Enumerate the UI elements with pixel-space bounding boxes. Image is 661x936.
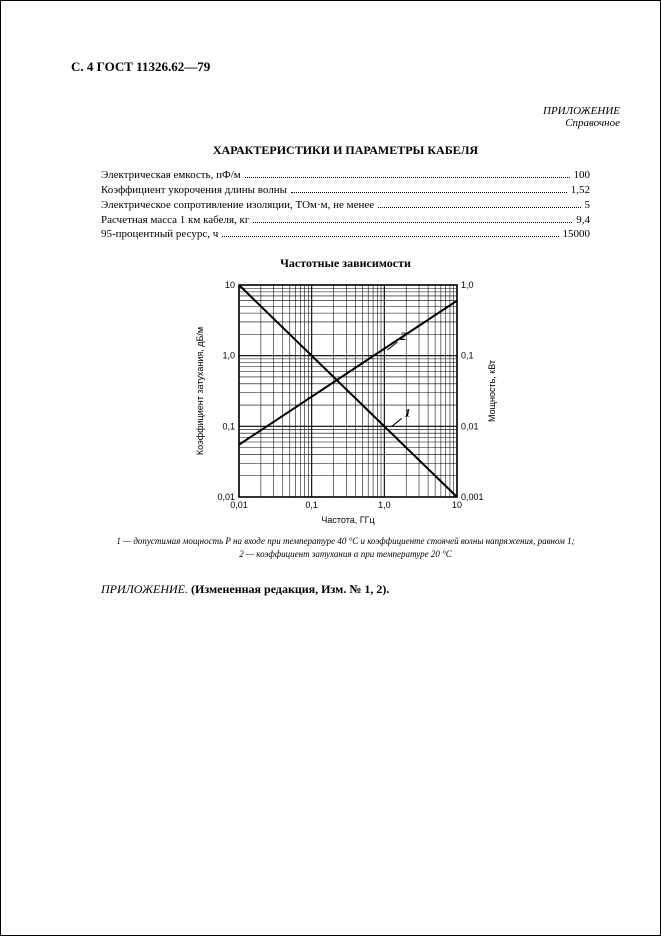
param-value: 1,52 — [571, 183, 590, 198]
legend-line-2: 2 — коэффициент затухания α при температ… — [71, 548, 620, 561]
svg-text:1: 1 — [404, 406, 410, 420]
param-row: Расчетная масса 1 км кабеля, кг 9,4 — [101, 213, 590, 228]
svg-text:0,1: 0,1 — [461, 351, 474, 361]
param-value: 5 — [585, 198, 591, 213]
param-value: 9,4 — [576, 213, 590, 228]
svg-text:10: 10 — [224, 280, 234, 290]
page: С. 4 ГОСТ 11326.62—79 ПРИЛОЖЕНИЕ Справоч… — [0, 0, 661, 936]
param-row: Электрическое сопротивление изоляции, ТО… — [101, 198, 590, 213]
footer-note: ПРИЛОЖЕНИЕ. (Измененная редакция, Изм. №… — [101, 582, 620, 597]
svg-text:0,01: 0,01 — [217, 492, 235, 502]
param-row: 95-процентный ресурс, ч 15000 — [101, 227, 590, 242]
param-label: Электрическое сопротивление изоляции, ТО… — [101, 198, 374, 213]
param-label: Электрическая емкость, пФ/м — [101, 168, 241, 183]
svg-text:1,0: 1,0 — [222, 351, 235, 361]
page-header: С. 4 ГОСТ 11326.62—79 — [71, 59, 620, 75]
svg-text:0,001: 0,001 — [461, 492, 484, 502]
param-label: 95-процентный ресурс, ч — [101, 227, 218, 242]
svg-text:Мощность, кВт: Мощность, кВт — [487, 360, 497, 422]
parameter-list: Электрическая емкость, пФ/м 100 Коэффици… — [101, 168, 590, 242]
chart-legend: 1 — допустимая мощность P на входе при т… — [71, 535, 620, 560]
footer-prefix: ПРИЛОЖЕНИЕ. — [101, 582, 188, 596]
appendix-subtitle: Справочное — [71, 117, 620, 129]
footer-text: (Измененная редакция, Изм. № 1, 2). — [188, 582, 389, 596]
svg-text:2: 2 — [399, 329, 406, 343]
param-label: Расчетная масса 1 км кабеля, кг — [101, 213, 249, 228]
param-value: 15000 — [563, 227, 591, 242]
svg-text:0,1: 0,1 — [222, 422, 235, 432]
leader-dots — [378, 207, 580, 208]
param-label: Коэффициент укорочения длины волны — [101, 183, 287, 198]
param-value: 100 — [574, 168, 591, 183]
appendix-title: ПРИЛОЖЕНИЕ — [71, 105, 620, 117]
leader-dots — [291, 192, 567, 193]
chart-title: Частотные зависимости — [71, 256, 620, 271]
svg-text:1,0: 1,0 — [461, 280, 474, 290]
leader-dots — [253, 222, 572, 223]
leader-dots — [222, 236, 558, 237]
leader-dots — [245, 177, 570, 178]
svg-text:0,01: 0,01 — [461, 422, 479, 432]
section-title: ХАРАКТЕРИСТИКИ И ПАРАМЕТРЫ КАБЕЛЯ — [71, 143, 620, 158]
svg-text:Частота, ГГц: Частота, ГГц — [321, 515, 374, 525]
frequency-chart: 120,010,11,0100,010,11,0100,0010,010,11,… — [191, 277, 501, 527]
svg-text:1,0: 1,0 — [378, 500, 391, 510]
svg-text:0,1: 0,1 — [305, 500, 318, 510]
param-row: Электрическая емкость, пФ/м 100 — [101, 168, 590, 183]
appendix-block: ПРИЛОЖЕНИЕ Справочное — [71, 105, 620, 129]
svg-text:Коэффициент затухания, дБ/м: Коэффициент затухания, дБ/м — [195, 327, 205, 455]
chart-container: 120,010,11,0100,010,11,0100,0010,010,11,… — [71, 277, 620, 527]
legend-line-1: 1 — допустимая мощность P на входе при т… — [71, 535, 620, 548]
param-row: Коэффициент укорочения длины волны 1,52 — [101, 183, 590, 198]
